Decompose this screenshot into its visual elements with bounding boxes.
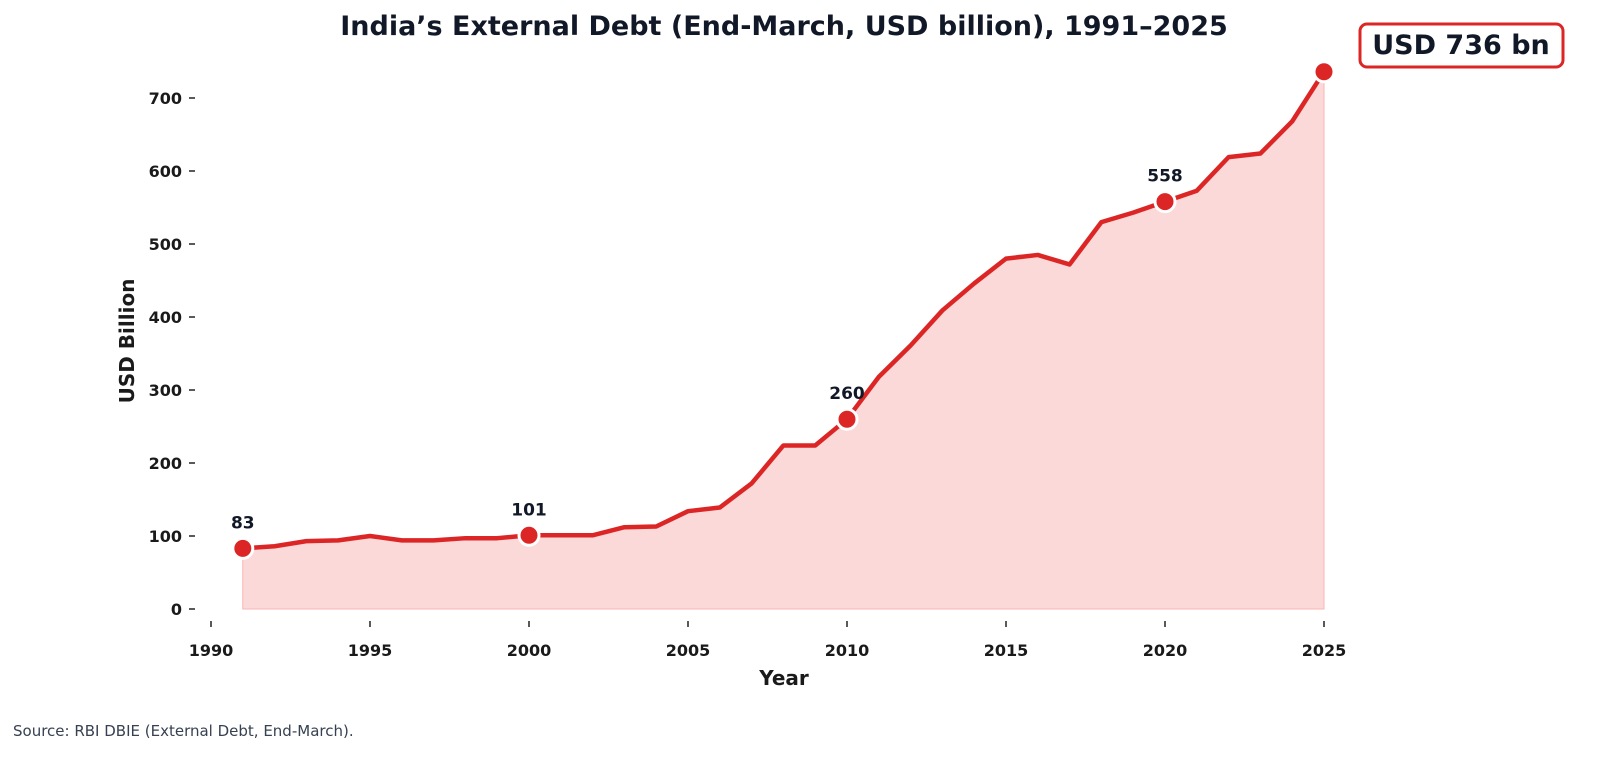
y-tick-label: 500 — [149, 235, 182, 254]
y-tick-label: 0 — [171, 600, 182, 619]
x-tick-label: 2000 — [507, 641, 552, 660]
data-point-marker — [231, 536, 255, 560]
callout-box — [1358, 22, 1565, 69]
callout-label: USD 736 bn — [1372, 30, 1550, 61]
chart-title: India’s External Debt (End-March, USD bi… — [340, 11, 1228, 42]
source-note: Source: RBI DBIE (External Debt, End-Mar… — [13, 722, 354, 740]
x-axis: 1990 1995 2000 2005 2010 2015 2020 2025 — [189, 621, 1347, 660]
data-label: 558 — [1147, 167, 1183, 187]
y-tick-label: 700 — [149, 89, 182, 108]
data-label: 101 — [511, 500, 547, 520]
series-line — [242, 70, 1326, 551]
y-tick-label: 600 — [149, 162, 182, 181]
y-tick-label: 400 — [149, 308, 182, 327]
area-fill — [242, 70, 1325, 610]
x-tick-label: 1990 — [189, 641, 234, 660]
x-tick-label: 1995 — [348, 641, 393, 660]
x-axis-label: Year — [758, 666, 809, 690]
x-tick-label: 2005 — [666, 641, 711, 660]
data-point-marker — [1312, 60, 1336, 84]
x-tick-label: 2015 — [984, 641, 1029, 660]
y-axis-label: USD Billion — [115, 279, 139, 404]
x-tick-label: 2010 — [825, 641, 870, 660]
data-point-marker — [835, 407, 859, 431]
y-tick-label: 200 — [149, 454, 182, 473]
x-tick-label: 2025 — [1302, 641, 1347, 660]
data-point-marker — [1153, 190, 1177, 214]
y-tick-label: 100 — [149, 527, 182, 546]
y-tick-label: 300 — [149, 381, 182, 400]
x-tick-label: 2020 — [1143, 641, 1188, 660]
plot-area: 83 101 260 558 — [231, 60, 1336, 610]
data-label: 260 — [829, 384, 865, 404]
data-label: 83 — [231, 513, 255, 533]
data-point-marker — [517, 523, 541, 547]
y-axis: 0 100 200 300 400 500 600 700 — [149, 89, 195, 619]
